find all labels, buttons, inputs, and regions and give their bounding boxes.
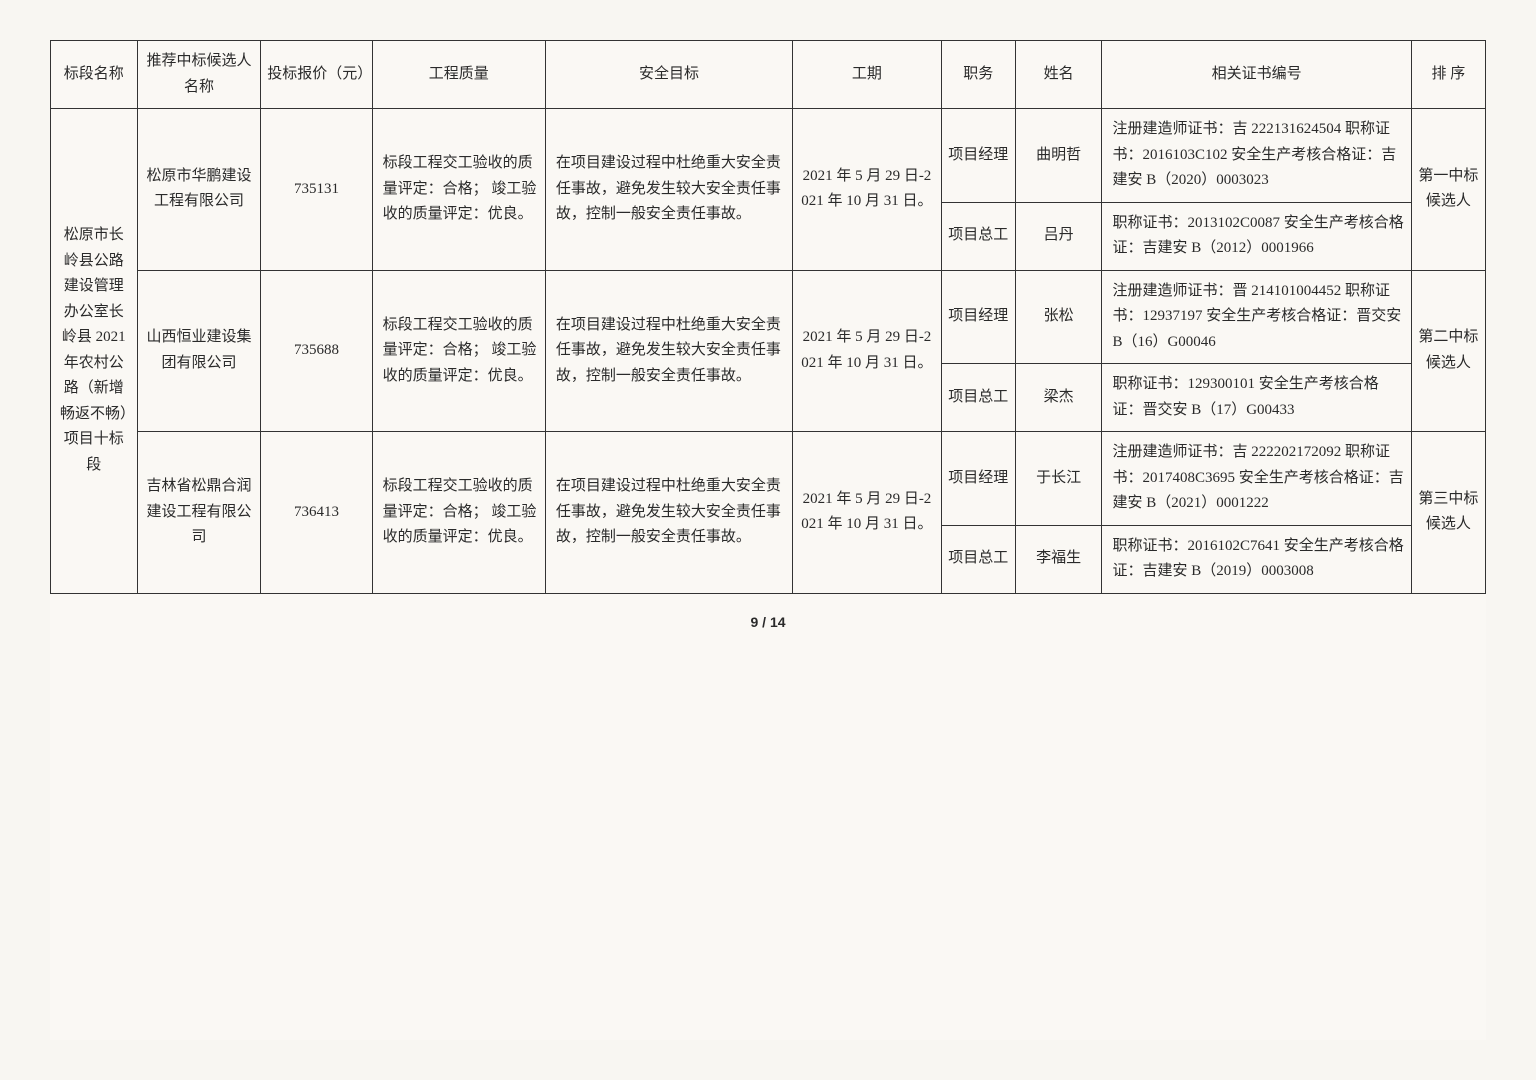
cert-cell: 职称证书：2016102C7641 安全生产考核合格证：吉建安 B（2019）0… [1102,525,1411,593]
th-person: 姓名 [1015,41,1102,109]
role-cell: 项目总工 [941,364,1015,432]
th-role: 职务 [941,41,1015,109]
person-cell: 于长江 [1015,432,1102,526]
bid-price: 735131 [261,109,372,271]
bid-table: 标段名称 推荐中标候选人名称 投标报价（元） 工程质量 安全目标 工期 职务 姓… [50,40,1486,594]
quality-cell: 标段工程交工验收的质量评定：合格； 竣工验收的质量评定：优良。 [372,109,545,271]
rank-cell: 第三中标候选人 [1411,432,1485,594]
candidate-name: 松原市华鹏建设工程有限公司 [137,109,261,271]
cert-cell: 职称证书：2013102C0087 安全生产考核合格证：吉建安 B（2012）0… [1102,202,1411,270]
cert-cell: 注册建造师证书：吉 222202172092 职称证书：2017408C3695… [1102,432,1411,526]
quality-cell: 标段工程交工验收的质量评定：合格； 竣工验收的质量评定：优良。 [372,432,545,594]
candidate-name: 吉林省松鼎合润建设工程有限公司 [137,432,261,594]
safety-cell: 在项目建设过程中杜绝重大安全责任事故，避免发生较大安全责任事故，控制一般安全责任… [545,432,792,594]
person-cell: 李福生 [1015,525,1102,593]
header-row: 标段名称 推荐中标候选人名称 投标报价（元） 工程质量 安全目标 工期 职务 姓… [51,41,1486,109]
th-safety: 安全目标 [545,41,792,109]
candidate-name: 山西恒业建设集团有限公司 [137,270,261,432]
table-row: 吉林省松鼎合润建设工程有限公司 736413 标段工程交工验收的质量评定：合格；… [51,432,1486,526]
th-quality: 工程质量 [372,41,545,109]
role-cell: 项目总工 [941,202,1015,270]
cert-cell: 职称证书：129300101 安全生产考核合格证：晋交安 B（17）G00433 [1102,364,1411,432]
rank-cell: 第一中标候选人 [1411,109,1485,271]
period-cell: 2021 年 5 月 29 日-2021 年 10 月 31 日。 [793,432,941,594]
person-cell: 吕丹 [1015,202,1102,270]
role-cell: 项目总工 [941,525,1015,593]
document-page: 标段名称 推荐中标候选人名称 投标报价（元） 工程质量 安全目标 工期 职务 姓… [50,40,1486,1040]
table-row: 山西恒业建设集团有限公司 735688 标段工程交工验收的质量评定：合格； 竣工… [51,270,1486,364]
section-name-cell: 松原市长岭县公路建设管理办公室长岭县 2021 年农村公路（新增畅返不畅）项目十… [51,109,138,594]
safety-cell: 在项目建设过程中杜绝重大安全责任事故，避免发生较大安全责任事故，控制一般安全责任… [545,270,792,432]
th-section: 标段名称 [51,41,138,109]
person-cell: 梁杰 [1015,364,1102,432]
cert-cell: 注册建造师证书：晋 214101004452 职称证书：12937197 安全生… [1102,270,1411,364]
role-cell: 项目经理 [941,270,1015,364]
period-cell: 2021 年 5 月 29 日-2021 年 10 月 31 日。 [793,270,941,432]
bid-price: 735688 [261,270,372,432]
bid-price: 736413 [261,432,372,594]
safety-cell: 在项目建设过程中杜绝重大安全责任事故，避免发生较大安全责任事故，控制一般安全责任… [545,109,792,271]
th-candidate: 推荐中标候选人名称 [137,41,261,109]
role-cell: 项目经理 [941,109,1015,203]
person-cell: 张松 [1015,270,1102,364]
period-cell: 2021 年 5 月 29 日-2021 年 10 月 31 日。 [793,109,941,271]
page-number: 9 / 14 [50,594,1486,630]
rank-cell: 第二中标候选人 [1411,270,1485,432]
th-cert: 相关证书编号 [1102,41,1411,109]
th-rank: 排 序 [1411,41,1485,109]
role-cell: 项目经理 [941,432,1015,526]
person-cell: 曲明哲 [1015,109,1102,203]
quality-cell: 标段工程交工验收的质量评定：合格； 竣工验收的质量评定：优良。 [372,270,545,432]
th-period: 工期 [793,41,941,109]
cert-cell: 注册建造师证书：吉 222131624504 职称证书：2016103C102 … [1102,109,1411,203]
table-row: 松原市长岭县公路建设管理办公室长岭县 2021 年农村公路（新增畅返不畅）项目十… [51,109,1486,203]
th-price: 投标报价（元） [261,41,372,109]
